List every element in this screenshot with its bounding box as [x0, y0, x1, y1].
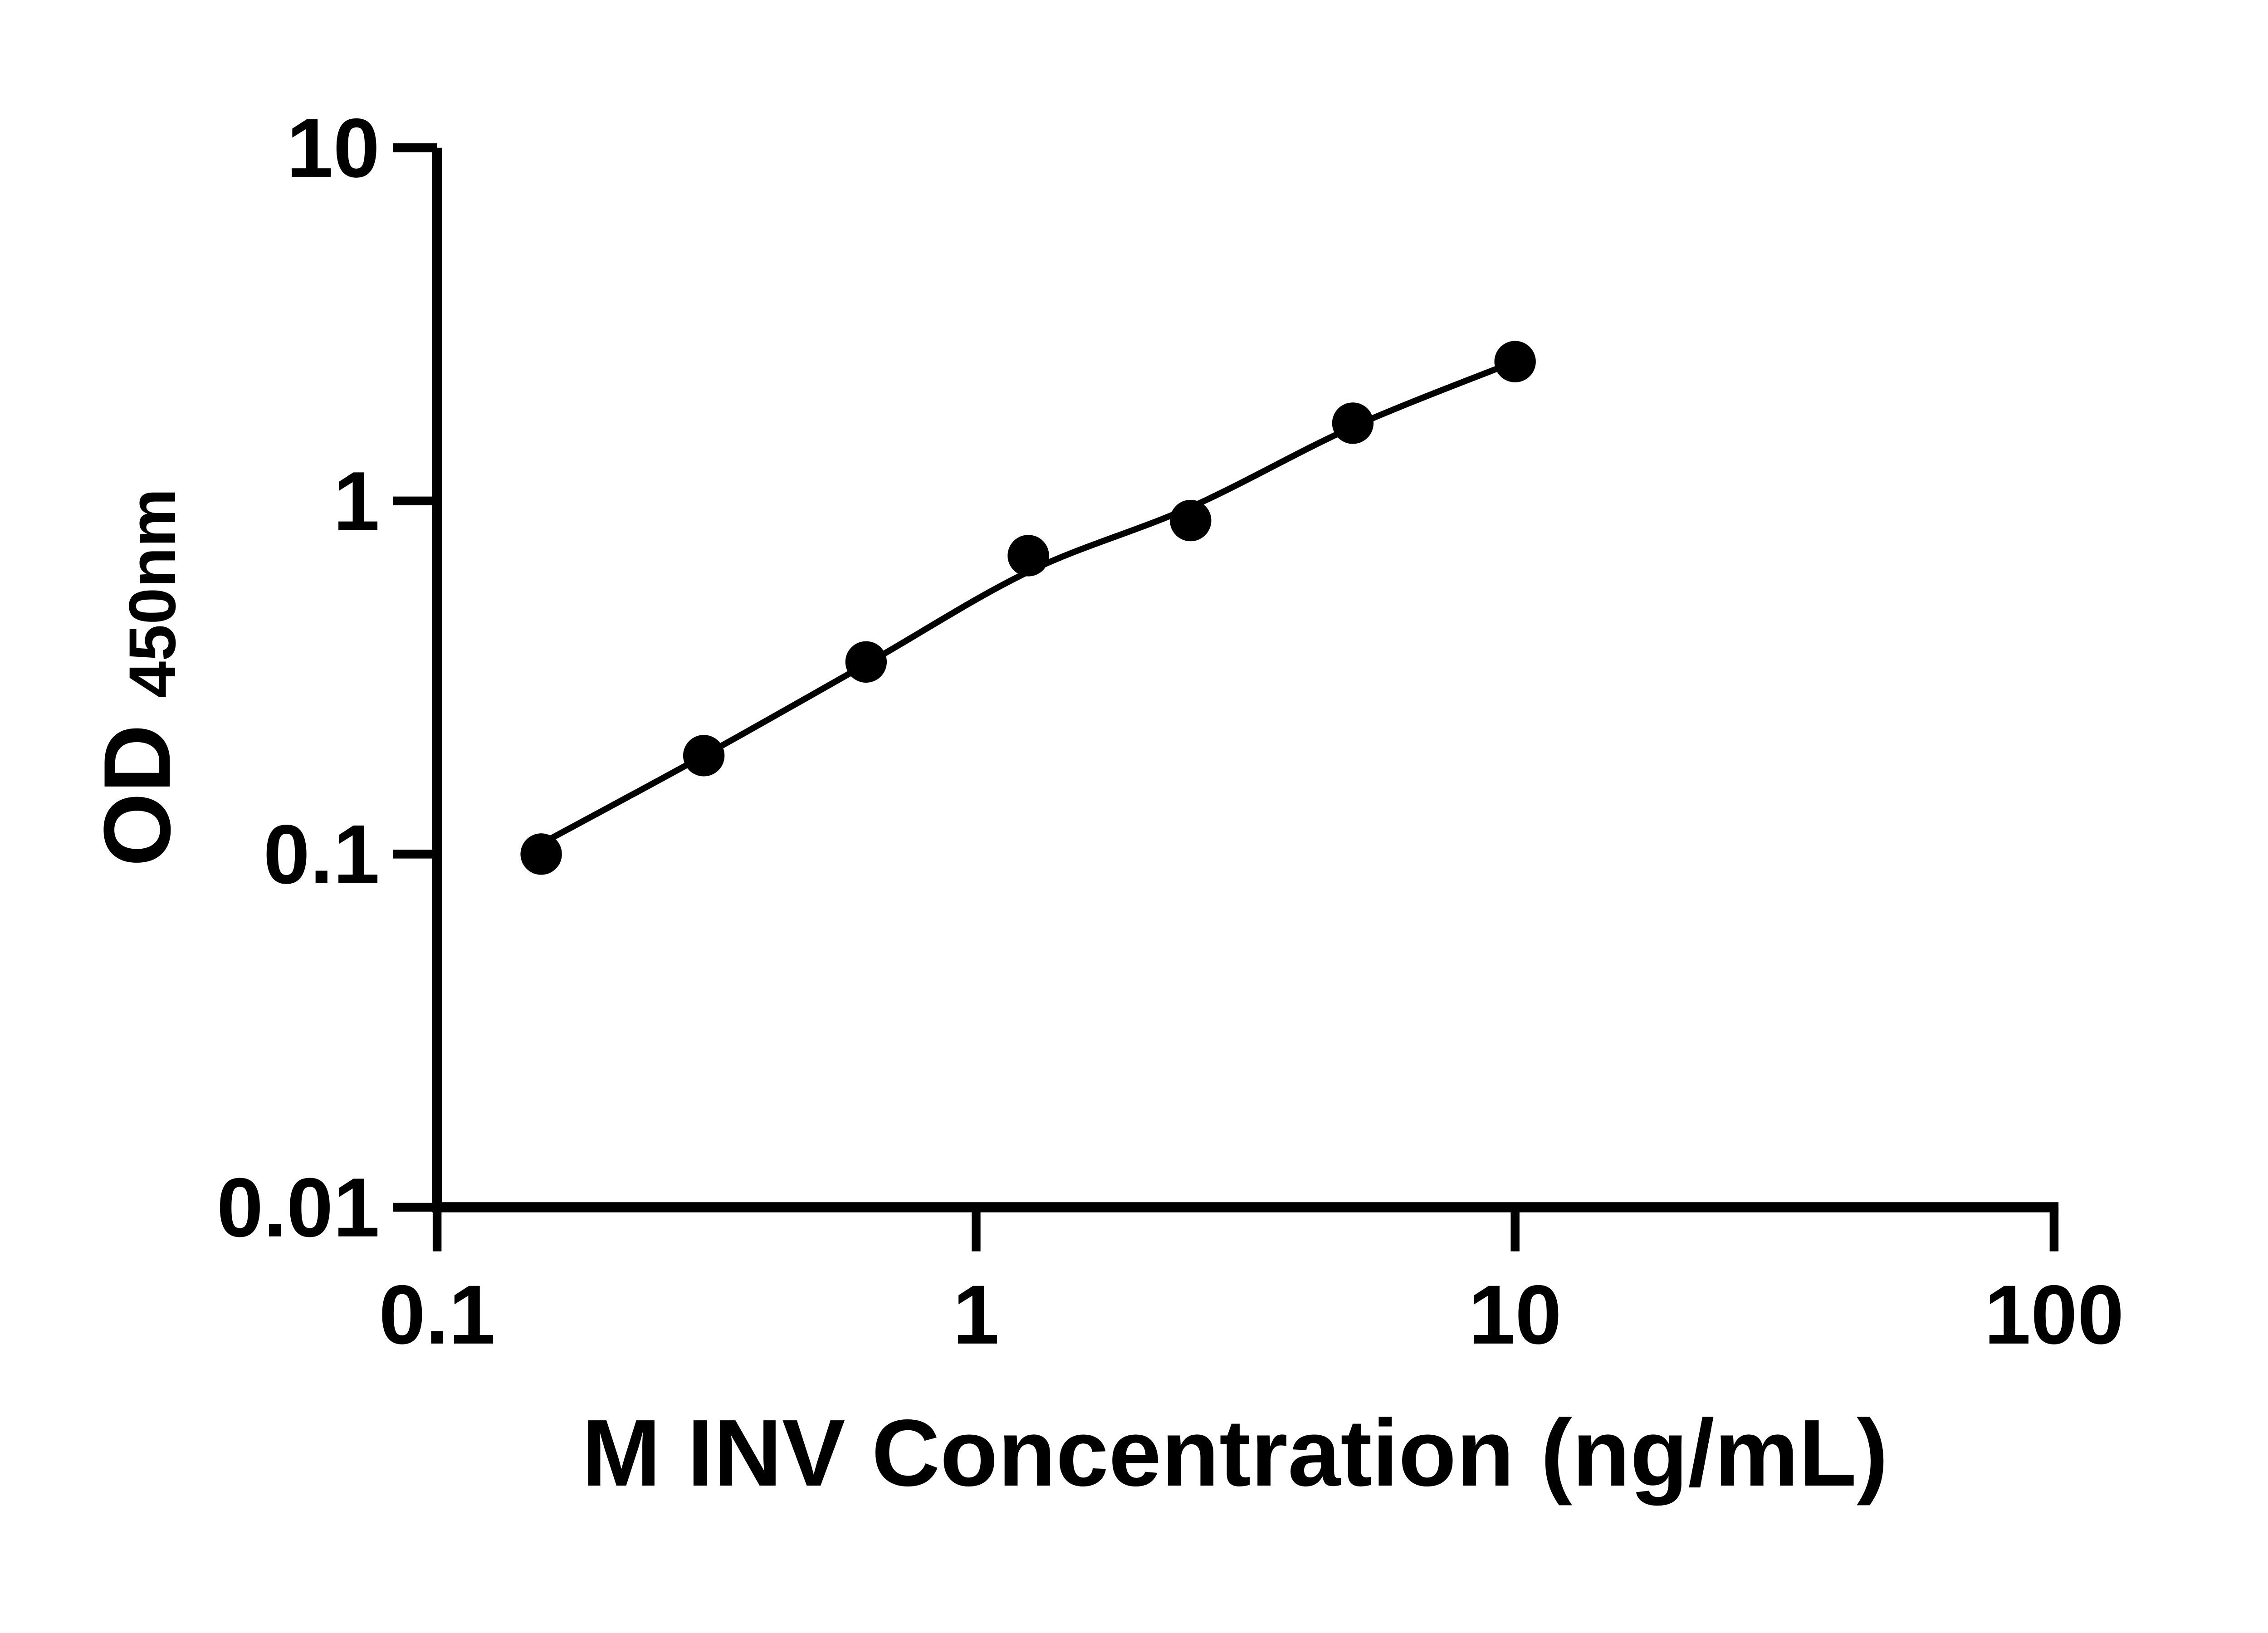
data-point [845, 641, 887, 683]
y-tick-label: 0.1 [263, 808, 380, 901]
y-tick-label: 10 [287, 102, 380, 195]
ticks [393, 143, 2059, 1252]
y-axis-title-main: OD [84, 724, 190, 867]
chart-canvas: 0.01 0.1 1 10 0.1 1 10 100 M INV Concentration … [84, 102, 2124, 1506]
x-axis-title: M INV Concentration (ng/mL) [582, 1400, 1888, 1506]
x-tick-label: 100 [1984, 1268, 2124, 1362]
data-point [520, 833, 562, 875]
y-tick-label: 0.01 [217, 1161, 380, 1255]
data-point [1494, 341, 1536, 382]
x-tick-label: 1 [953, 1268, 1000, 1362]
elisa-standard-curve-figure: 0.01 0.1 1 10 0.1 1 10 100 M INV Concentration … [84, 101, 2124, 1506]
data-point [683, 735, 725, 777]
y-axis-title: OD 450nm [84, 489, 190, 867]
x-tick-label: 10 [1468, 1268, 1561, 1362]
x-tick-label: 0.1 [379, 1268, 495, 1362]
y-axis-title-subscript: 450nm [115, 489, 189, 698]
data-point [1007, 535, 1049, 577]
tick-labels: 0.01 0.1 1 10 0.1 1 10 100 [217, 102, 2124, 1362]
data-point [1332, 402, 1374, 444]
data-point [1170, 499, 1212, 542]
axes [432, 147, 2059, 1213]
y-tick-label: 1 [333, 455, 380, 548]
series [520, 341, 1536, 875]
